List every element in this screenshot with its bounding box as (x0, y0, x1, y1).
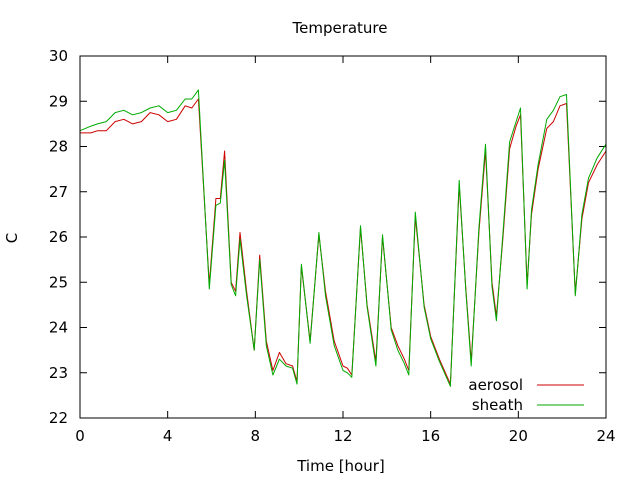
x-tick-label: 0 (75, 427, 85, 445)
legend-label-aerosol: aerosol (468, 376, 523, 394)
legend-label-sheath: sheath (472, 396, 523, 414)
x-axis-label: Time [hour] (296, 457, 385, 475)
series-line-aerosol (80, 98, 607, 385)
y-tick-label: 28 (49, 138, 68, 156)
y-tick-label: 24 (49, 319, 68, 337)
x-tick-label: 24 (596, 427, 615, 445)
series-line-sheath (79, 89, 607, 387)
y-tick-label: 25 (49, 273, 68, 291)
x-tick-label: 20 (509, 427, 528, 445)
x-tick-label: 16 (421, 427, 440, 445)
axis-ticks: 22 23 24 25 26 27 28 29 30 0 4 8 12 16 20 24 (49, 47, 616, 445)
plot-frame (79, 55, 607, 419)
x-tick-label: 12 (333, 427, 352, 445)
chart-title: Temperature (291, 19, 387, 37)
y-tick-label: 27 (49, 183, 68, 201)
x-tick-label: 4 (163, 427, 173, 445)
y-tick-label: 30 (49, 47, 68, 65)
series-layer (79, 89, 607, 387)
y-axis-label: C (3, 233, 21, 243)
legend: aerosol sheath (468, 376, 584, 414)
y-tick-label: 29 (49, 92, 68, 110)
y-tick-label: 26 (49, 228, 68, 246)
y-tick-label: 22 (49, 409, 68, 427)
x-tick-label: 8 (251, 427, 261, 445)
y-tick-label: 23 (49, 364, 68, 382)
